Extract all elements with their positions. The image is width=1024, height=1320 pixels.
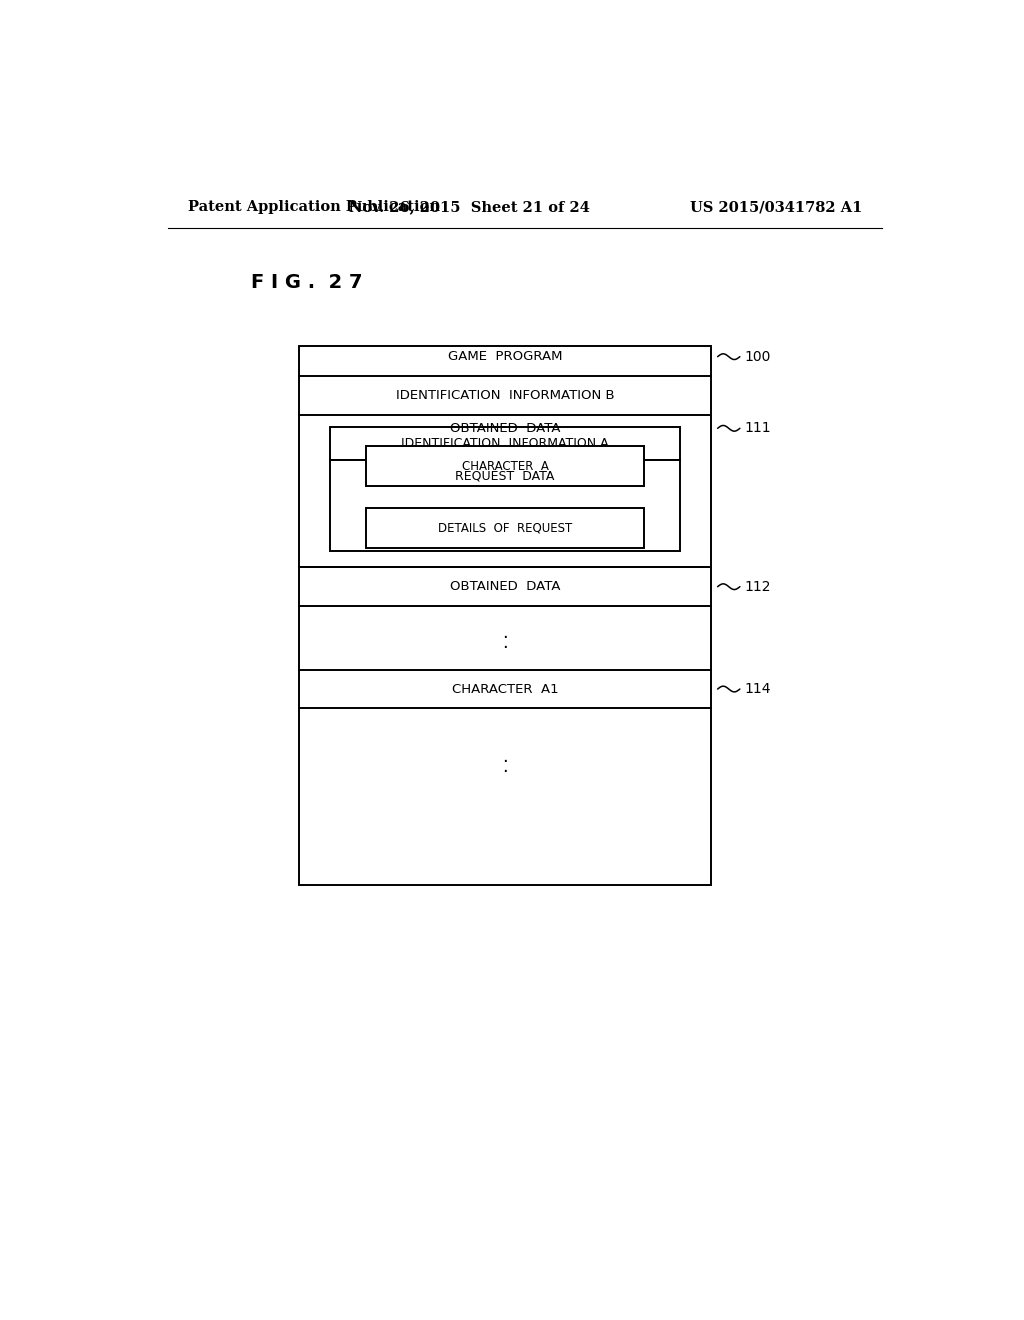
Text: .: . [502,748,508,767]
Text: GAME  PROGRAM: GAME PROGRAM [447,350,562,363]
Bar [331,459,680,552]
Text: US 2015/0341782 A1: US 2015/0341782 A1 [690,201,862,214]
Text: 111: 111 [744,421,771,436]
Text: REQUEST  DATA: REQUEST DATA [456,469,555,482]
Text: 112: 112 [744,579,771,594]
Text: OBTAINED  DATA: OBTAINED DATA [450,581,560,593]
Text: OBTAINED  DATA: OBTAINED DATA [450,422,560,434]
Text: CHARACTER  A: CHARACTER A [462,459,549,473]
Text: .: . [502,624,508,642]
Text: Patent Application Publication: Patent Application Publication [187,201,439,214]
Bar [331,428,680,459]
Text: IDENTIFICATION  INFORMATION B: IDENTIFICATION INFORMATION B [395,389,614,403]
Bar [299,346,712,886]
Bar [367,508,644,548]
Text: 114: 114 [744,682,771,696]
Text: CHARACTER  A1: CHARACTER A1 [452,682,558,696]
Text: Nov. 26, 2015  Sheet 21 of 24: Nov. 26, 2015 Sheet 21 of 24 [349,201,590,214]
Bar [367,446,644,487]
Text: .: . [502,758,508,776]
Text: F I G .  2 7: F I G . 2 7 [251,273,362,292]
Text: DETAILS  OF  REQUEST: DETAILS OF REQUEST [438,521,572,535]
Text: IDENTIFICATION  INFORMATION A: IDENTIFICATION INFORMATION A [401,437,609,450]
Text: .: . [502,634,508,652]
Text: 100: 100 [744,350,771,364]
